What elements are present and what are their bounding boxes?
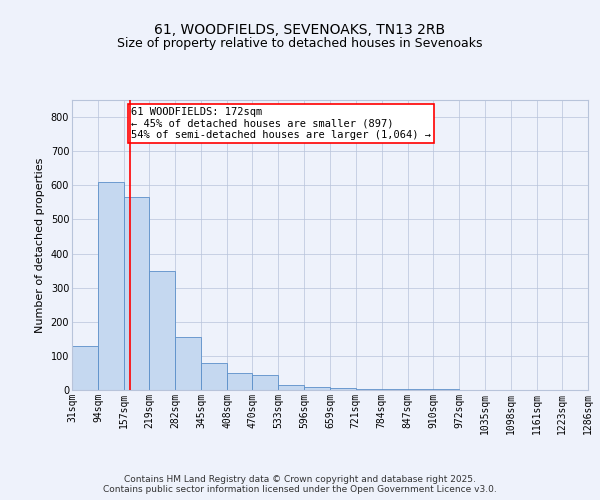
Bar	[175, 337, 201, 390]
Text: Contains HM Land Registry data © Crown copyright and database right 2025.
Contai: Contains HM Land Registry data © Crown c…	[103, 474, 497, 494]
Bar	[278, 385, 304, 390]
Bar	[149, 270, 175, 390]
Bar	[124, 197, 149, 390]
Bar	[382, 389, 407, 390]
Text: Size of property relative to detached houses in Sevenoaks: Size of property relative to detached ho…	[117, 38, 483, 51]
Bar	[330, 388, 356, 390]
Bar	[98, 182, 124, 390]
Bar	[253, 374, 278, 390]
Bar	[72, 346, 98, 390]
Text: 61 WOODFIELDS: 172sqm
← 45% of detached houses are smaller (897)
54% of semi-det: 61 WOODFIELDS: 172sqm ← 45% of detached …	[131, 107, 431, 140]
Bar	[227, 373, 253, 390]
Y-axis label: Number of detached properties: Number of detached properties	[35, 158, 45, 332]
Bar	[356, 388, 382, 390]
Bar	[304, 388, 330, 390]
Bar	[201, 362, 227, 390]
Text: 61, WOODFIELDS, SEVENOAKS, TN13 2RB: 61, WOODFIELDS, SEVENOAKS, TN13 2RB	[154, 22, 446, 36]
